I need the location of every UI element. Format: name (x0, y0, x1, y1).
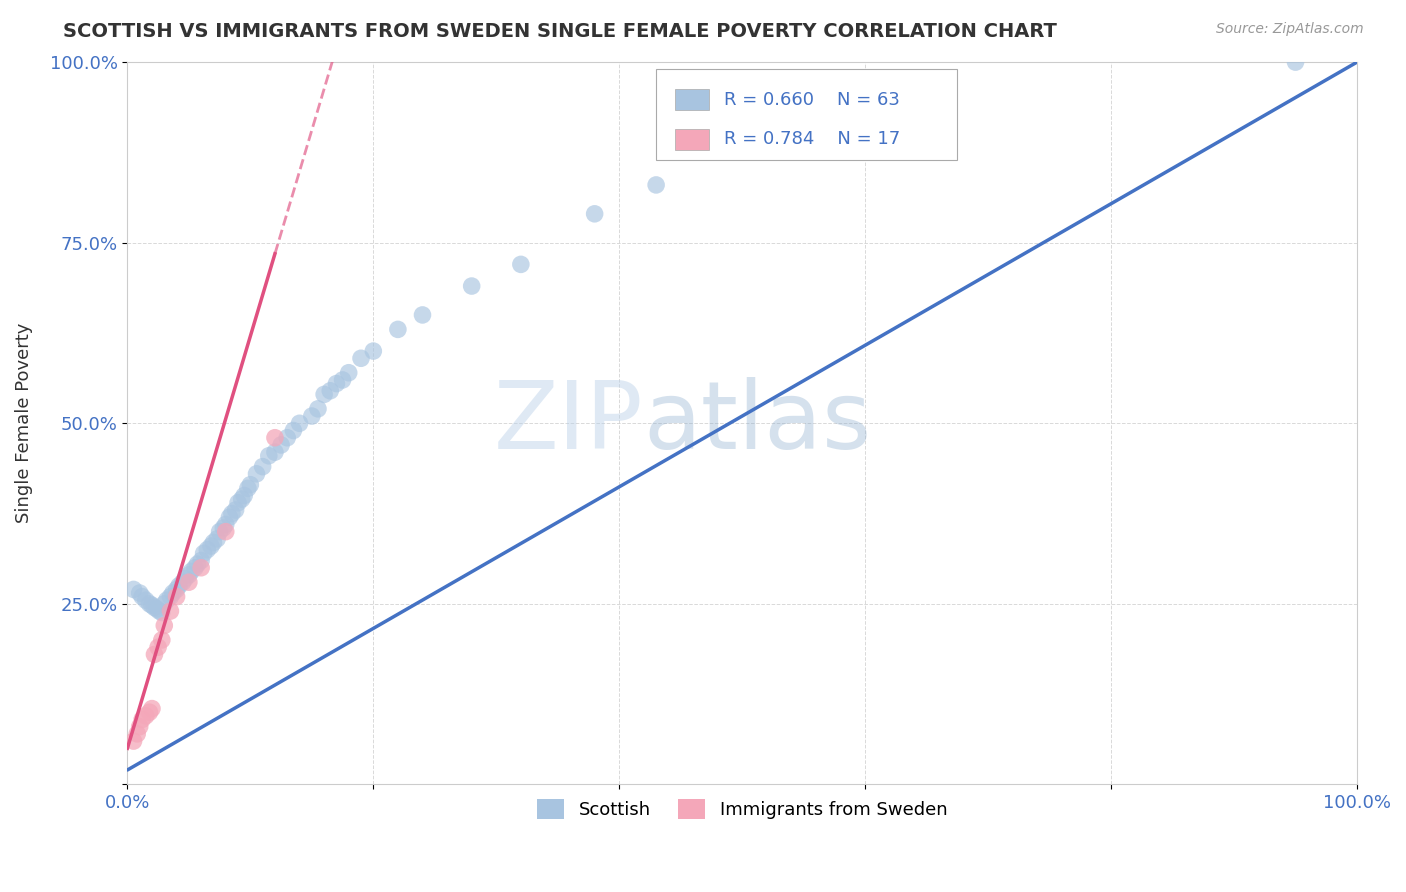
Point (325, 376, 347, 391)
Point (245, 467, 267, 481)
Point (146, 602, 169, 616)
Point (231, 492, 253, 507)
Point (138, 597, 160, 611)
FancyBboxPatch shape (675, 89, 709, 110)
Point (288, 417, 311, 431)
Point (218, 510, 240, 524)
Point (221, 507, 243, 521)
Point (215, 517, 238, 532)
Y-axis label: Single Female Poverty: Single Female Poverty (15, 323, 32, 524)
Point (411, 308, 433, 322)
Point (252, 459, 274, 474)
Point (180, 565, 202, 579)
Point (1284, 55, 1306, 70)
Point (193, 546, 215, 560)
Point (276, 431, 298, 445)
Point (200, 539, 222, 553)
Point (319, 384, 342, 398)
Point (190, 553, 212, 567)
Point (186, 557, 208, 571)
Point (159, 590, 181, 604)
Text: atlas: atlas (644, 377, 872, 469)
Point (128, 586, 150, 600)
Point (225, 503, 247, 517)
Point (177, 568, 200, 582)
Point (233, 489, 256, 503)
Point (239, 477, 262, 491)
Point (645, 178, 668, 192)
Point (215, 524, 238, 539)
Point (460, 279, 482, 293)
Point (195, 542, 218, 557)
Point (150, 632, 173, 647)
Point (202, 535, 225, 549)
Point (270, 438, 292, 452)
Point (583, 207, 606, 221)
Point (143, 600, 166, 615)
Point (283, 424, 305, 438)
Point (236, 481, 259, 495)
Point (264, 445, 287, 459)
Point (141, 701, 163, 715)
Point (167, 579, 190, 593)
Point (135, 593, 157, 607)
Point (128, 720, 150, 734)
Text: Source: ZipAtlas.com: Source: ZipAtlas.com (1216, 22, 1364, 37)
Point (184, 560, 207, 574)
Point (350, 351, 373, 366)
Point (314, 387, 336, 401)
Point (143, 648, 166, 662)
Point (159, 604, 181, 618)
Legend: Scottish, Immigrants from Sweden: Scottish, Immigrants from Sweden (530, 791, 955, 826)
Point (208, 524, 231, 539)
Point (122, 734, 145, 748)
Point (212, 521, 235, 535)
Text: ZIP: ZIP (494, 377, 644, 469)
Point (509, 257, 531, 271)
FancyBboxPatch shape (675, 129, 709, 150)
Point (153, 597, 176, 611)
Point (205, 532, 228, 546)
Point (156, 593, 179, 607)
Point (190, 560, 212, 574)
Point (226, 496, 249, 510)
Point (138, 705, 160, 719)
Point (257, 449, 280, 463)
Point (332, 373, 354, 387)
Point (301, 409, 323, 423)
Point (337, 366, 360, 380)
Point (146, 640, 169, 655)
Point (150, 606, 173, 620)
Text: R = 0.660    N = 63: R = 0.660 N = 63 (724, 91, 900, 109)
Point (148, 604, 170, 618)
Point (177, 575, 200, 590)
Point (141, 599, 163, 613)
Point (135, 708, 157, 723)
Point (131, 590, 153, 604)
Point (387, 322, 409, 336)
Point (174, 572, 197, 586)
Point (172, 575, 194, 590)
Point (264, 431, 287, 445)
Point (166, 582, 188, 597)
Point (131, 713, 153, 727)
Point (363, 344, 385, 359)
Point (127, 727, 149, 741)
Point (307, 401, 329, 416)
Point (122, 582, 145, 597)
Point (153, 618, 176, 632)
Point (162, 586, 184, 600)
Text: R = 0.784    N = 17: R = 0.784 N = 17 (724, 130, 900, 148)
FancyBboxPatch shape (657, 70, 957, 160)
Text: SCOTTISH VS IMMIGRANTS FROM SWEDEN SINGLE FEMALE POVERTY CORRELATION CHART: SCOTTISH VS IMMIGRANTS FROM SWEDEN SINGL… (63, 22, 1057, 41)
Point (166, 590, 188, 604)
